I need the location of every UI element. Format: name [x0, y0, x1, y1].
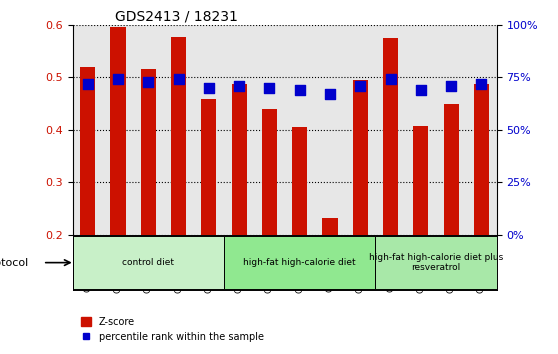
Bar	[466, 25, 497, 235]
Bar	[353, 80, 368, 235]
Bar	[376, 25, 406, 235]
Bar	[141, 69, 156, 235]
Text: protocol: protocol	[0, 258, 28, 268]
Bar	[201, 99, 217, 235]
Point	[265, 85, 274, 91]
Text: high-fat high-calorie diet plus
resveratrol: high-fat high-calorie diet plus resverat…	[369, 253, 503, 272]
Bar	[474, 84, 489, 235]
Point	[325, 91, 334, 97]
Bar	[80, 67, 95, 235]
FancyBboxPatch shape	[376, 236, 497, 289]
Bar	[292, 127, 307, 235]
Point	[477, 81, 486, 86]
Bar	[315, 25, 345, 235]
Bar	[406, 25, 436, 235]
Point	[235, 83, 244, 88]
Bar	[323, 218, 338, 235]
Text: high-fat high-calorie diet: high-fat high-calorie diet	[243, 258, 356, 267]
Point	[295, 87, 304, 93]
Bar	[73, 25, 103, 235]
Text: GDS2413 / 18231: GDS2413 / 18231	[115, 10, 238, 24]
Point	[416, 87, 425, 93]
FancyBboxPatch shape	[224, 236, 376, 289]
Bar	[194, 25, 224, 235]
Bar	[444, 104, 459, 235]
Bar	[103, 25, 133, 235]
Bar	[436, 25, 466, 235]
Bar	[171, 37, 186, 235]
Bar	[133, 25, 163, 235]
Bar	[224, 25, 254, 235]
Bar	[345, 25, 376, 235]
Point	[174, 76, 183, 82]
Bar	[285, 25, 315, 235]
Text: control diet: control diet	[122, 258, 174, 267]
Bar	[262, 109, 277, 235]
Point	[356, 83, 365, 88]
Point	[144, 79, 153, 84]
FancyBboxPatch shape	[73, 236, 224, 289]
Bar	[413, 126, 429, 235]
Bar	[163, 25, 194, 235]
Bar	[110, 27, 126, 235]
Point	[447, 83, 456, 88]
Legend: Z-score, percentile rank within the sample: Z-score, percentile rank within the samp…	[78, 313, 268, 346]
Point	[386, 76, 395, 82]
Bar	[383, 38, 398, 235]
Point	[204, 85, 213, 91]
Bar	[254, 25, 285, 235]
Point	[83, 81, 92, 86]
Point	[113, 76, 122, 82]
Bar	[232, 84, 247, 235]
